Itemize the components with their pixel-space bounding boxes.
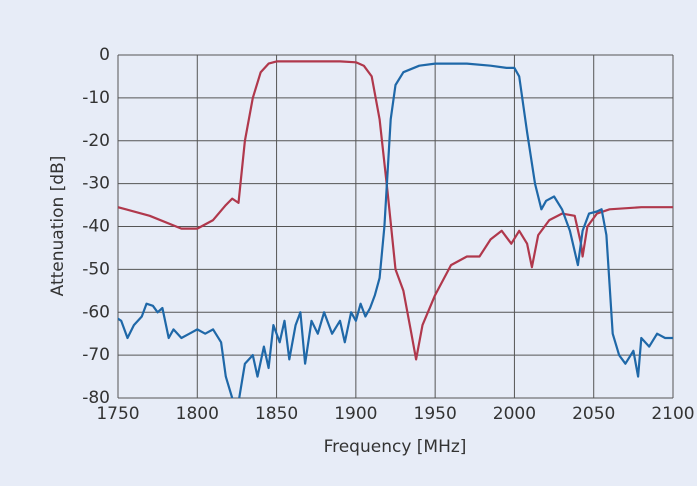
y-tick-label: -40 — [82, 217, 110, 237]
y-tick-label: -50 — [82, 259, 110, 279]
x-tick-label: 2050 — [572, 404, 615, 424]
y-tick-label: -80 — [82, 388, 110, 408]
x-tick-label: 2100 — [651, 404, 694, 424]
series-line — [118, 62, 673, 398]
x-tick-label: 1900 — [334, 404, 377, 424]
x-tick-label: 1850 — [255, 404, 298, 424]
series-line — [118, 60, 673, 361]
y-tick-label: -60 — [82, 302, 110, 322]
x-tick-label: 1950 — [414, 404, 457, 424]
y-tick-label: -20 — [82, 131, 110, 151]
y-axis-label: Attenuation [dB] — [48, 156, 68, 297]
y-tick-label: -70 — [82, 345, 110, 365]
x-tick-label: 2000 — [493, 404, 536, 424]
x-tick-label: 1800 — [176, 404, 219, 424]
x-tick-label: 1750 — [96, 404, 139, 424]
y-tick-label: 0 — [99, 45, 110, 65]
y-tick-label: -30 — [82, 174, 110, 194]
y-tick-label: -10 — [82, 88, 110, 108]
x-axis-label: Frequency [MHz] — [324, 437, 467, 457]
